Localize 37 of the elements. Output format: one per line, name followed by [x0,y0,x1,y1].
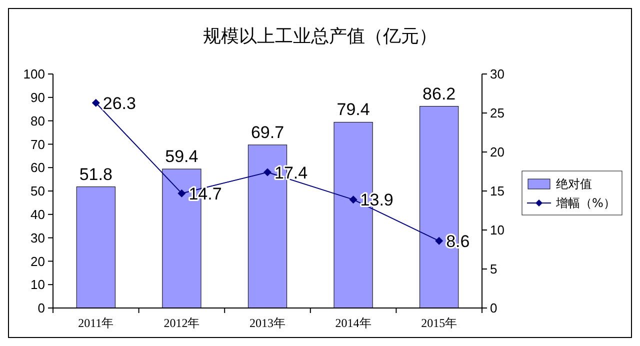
x-tick-label: 2011年 [78,316,114,330]
point [92,98,100,107]
point [264,168,272,176]
y-tick-label: 80 [30,113,45,128]
y-tick-label: 90 [30,90,45,105]
chart-title: 规模以上工业总产值（亿元） [203,26,437,47]
y2-tick-label: 15 [490,184,504,199]
y-tick-label: 0 [38,300,45,316]
legend-label: 绝对值 [556,177,592,192]
data-label: 79.4 [336,100,370,120]
y-tick-label: 10 [30,277,45,292]
x-tick-label: 2015年 [421,316,458,330]
y2-tick-label: 5 [490,262,498,277]
y-tick-label: 40 [30,206,45,222]
y-tick-label: 20 [30,254,45,269]
point [178,189,186,198]
y-tick-label: 70 [30,136,45,152]
data-label: 69.7 [250,122,284,142]
y-tick-label: 50 [30,184,45,199]
data-label: 51.8 [79,164,112,184]
y2-tick-label: 20 [490,144,504,160]
legend-label: 增幅（%） [555,196,616,210]
y-tick-label: 60 [30,160,45,176]
point [435,236,444,245]
x-tick-label: 2014年 [335,316,372,330]
data-label: 86.2 [422,84,456,104]
data-label: 26.3 [102,94,136,113]
x-tick-label: 2012年 [164,316,200,330]
x-tick-label: 2013年 [250,316,286,330]
y-tick-label: 100 [23,66,45,82]
point [349,196,358,204]
y2-tick-label: 30 [490,66,504,82]
data-label: 59.4 [165,147,198,166]
y2-tick-label: 0 [490,300,498,316]
y2-tick-label: 25 [490,106,504,121]
y-tick-label: 30 [30,230,45,246]
y2-tick-label: 10 [490,222,504,238]
